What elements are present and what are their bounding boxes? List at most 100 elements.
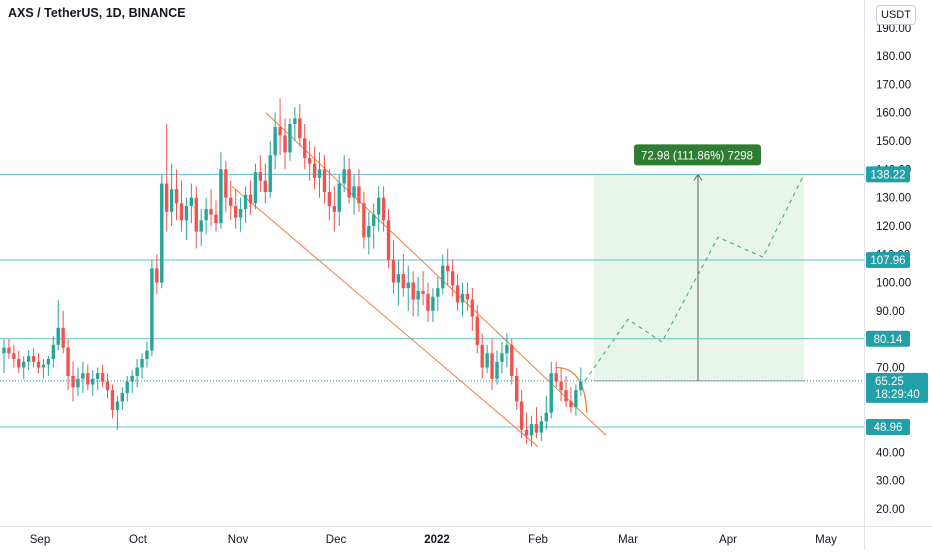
- candle-body: [120, 392, 125, 402]
- candle-body: [273, 126, 277, 156]
- y-tick-label: 190.00: [876, 23, 911, 35]
- candle-body: [51, 344, 55, 359]
- y-tick-label: 160.00: [876, 108, 911, 120]
- candle-body: [66, 347, 70, 376]
- channel-upper-line: [265, 112, 607, 436]
- candle-body: [229, 197, 233, 207]
- projection-label-text: 72.98 (111.86%) 7298: [641, 150, 753, 162]
- candle-body: [455, 285, 460, 303]
- candle-body: [569, 401, 573, 408]
- candle-body: [500, 353, 504, 362]
- candle-body: [317, 169, 322, 178]
- candle-body: [105, 381, 110, 391]
- candle-body: [81, 373, 85, 379]
- y-tick-label: 120.00: [876, 221, 911, 233]
- candle-body: [524, 429, 529, 436]
- candle-body: [155, 268, 159, 283]
- x-tick-label: Sep: [30, 534, 50, 546]
- candle-body: [36, 361, 41, 368]
- candle-body: [357, 186, 361, 204]
- price-level-label: [866, 252, 910, 269]
- candle-body: [268, 155, 272, 192]
- candle-body: [46, 358, 51, 365]
- candle-body: [204, 208, 208, 221]
- candle-body: [480, 344, 484, 368]
- candle-body: [125, 381, 129, 393]
- candle-body: [184, 206, 189, 221]
- candle-body: [519, 401, 524, 430]
- candle-body: [263, 180, 267, 192]
- y-tick-label: 150.00: [876, 136, 911, 148]
- candle-body: [56, 327, 60, 345]
- candle-body: [470, 299, 475, 317]
- candle-body: [441, 265, 445, 289]
- candle-body: [12, 353, 16, 359]
- candle-body: [465, 293, 470, 300]
- price-level-label-text: 80.14: [874, 334, 903, 346]
- candle-body: [534, 424, 539, 433]
- price-level-label: [866, 330, 910, 347]
- candle-body: [426, 293, 430, 311]
- candle-body: [362, 203, 366, 238]
- price-level-label: [866, 419, 910, 436]
- candle-body: [140, 358, 144, 368]
- candle-body: [115, 401, 120, 410]
- candle-body: [381, 197, 386, 221]
- candle-body: [490, 353, 494, 379]
- candle-body: [352, 186, 356, 198]
- candle-body: [209, 208, 213, 215]
- candle-body: [258, 172, 263, 181]
- candle-body: [579, 381, 583, 391]
- y-tick-label: 70.00: [876, 362, 905, 374]
- candle-body: [475, 316, 479, 345]
- candle-body: [194, 197, 198, 232]
- candle-body: [253, 172, 258, 204]
- candle-body: [372, 214, 376, 226]
- price-level-label: [866, 166, 910, 183]
- y-tick-label: 100.00: [876, 278, 911, 290]
- y-tick-label: 20.00: [876, 504, 905, 516]
- target-zone: [594, 174, 804, 381]
- candle-body: [288, 124, 292, 153]
- candle-body: [337, 183, 341, 212]
- x-tick-label: Dec: [326, 534, 347, 546]
- candle-body: [17, 358, 21, 368]
- candle-body: [505, 344, 509, 354]
- candle-body: [332, 206, 337, 212]
- candle-body: [485, 353, 489, 368]
- candle-body: [460, 293, 465, 303]
- price-level-label-text: 107.96: [870, 255, 905, 267]
- candle-body: [238, 208, 243, 218]
- x-tick-label: May: [815, 534, 837, 546]
- candle-body: [293, 118, 297, 125]
- candle-body: [416, 291, 420, 300]
- currency-button[interactable]: USDT: [876, 5, 916, 25]
- candle-body: [278, 126, 282, 136]
- last-price-value: 65.25: [875, 376, 904, 388]
- candle-body: [199, 220, 203, 232]
- candle-body: [234, 206, 238, 218]
- candle-body: [164, 183, 169, 212]
- candle-body: [219, 169, 223, 224]
- candle-body: [396, 274, 401, 283]
- y-tick-label: 90.00: [876, 306, 905, 318]
- candle-body: [431, 296, 435, 311]
- candle-body: [160, 183, 164, 283]
- candle-body: [189, 197, 194, 207]
- candle-body: [145, 350, 149, 359]
- channel-lower-line: [231, 185, 539, 448]
- y-tick-label: 40.00: [876, 447, 905, 459]
- y-tick-label: 170.00: [876, 79, 911, 91]
- candle-body: [510, 344, 514, 376]
- candle-body: [401, 274, 406, 289]
- candle-body: [342, 169, 346, 184]
- candle-body: [100, 373, 105, 382]
- candle-body: [7, 347, 11, 354]
- candle-body: [450, 271, 455, 286]
- candle-body: [135, 367, 139, 376]
- candle-body: [539, 421, 544, 433]
- y-tick-label: 180.00: [876, 51, 911, 63]
- forecast-path: [584, 174, 805, 382]
